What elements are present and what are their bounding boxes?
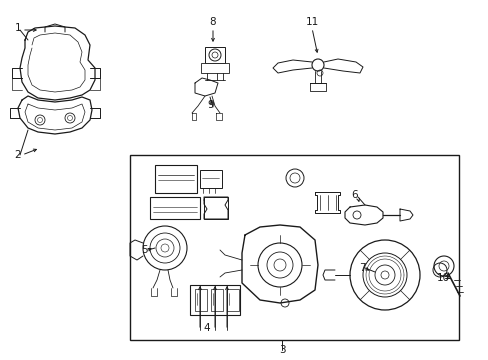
Text: 5: 5 xyxy=(142,245,148,255)
Text: 7: 7 xyxy=(358,263,365,273)
Bar xyxy=(190,285,240,315)
Text: 3: 3 xyxy=(278,345,285,355)
Text: 1: 1 xyxy=(15,23,21,33)
Bar xyxy=(210,289,223,311)
Text: 4: 4 xyxy=(203,323,210,333)
Bar xyxy=(155,165,197,193)
Bar xyxy=(200,170,222,188)
Bar xyxy=(130,155,458,340)
Text: 8: 8 xyxy=(209,17,216,27)
Bar xyxy=(226,289,239,311)
Bar xyxy=(203,197,227,219)
Bar xyxy=(201,63,228,73)
Text: 9: 9 xyxy=(207,100,214,110)
Bar xyxy=(150,197,200,219)
Bar xyxy=(195,289,206,311)
Text: 6: 6 xyxy=(351,190,358,200)
Bar xyxy=(204,47,224,63)
Text: 10: 10 xyxy=(436,273,448,283)
Text: 2: 2 xyxy=(15,150,21,160)
Text: 11: 11 xyxy=(305,17,318,27)
